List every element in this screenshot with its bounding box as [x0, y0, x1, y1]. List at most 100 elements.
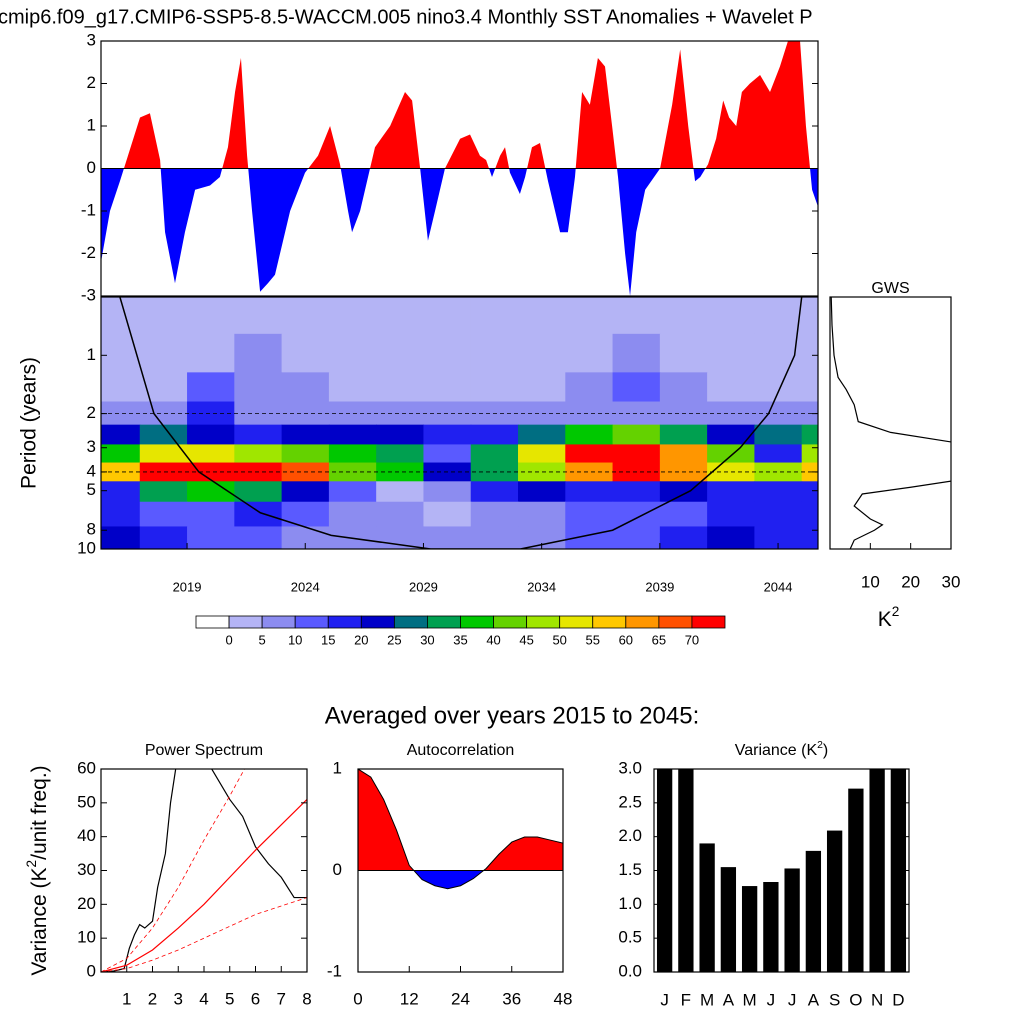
spectrum-line: [103, 769, 307, 972]
x-tick-label: 24: [451, 989, 470, 1008]
panel-title-part: ): [823, 742, 828, 759]
y-tick-label: 0: [87, 961, 96, 980]
power-cell: [518, 401, 566, 426]
x-tick-label: 2019: [173, 579, 202, 594]
power-cell: [707, 526, 756, 549]
x-tick-label: 2044: [764, 579, 793, 594]
x-tick-label: N: [871, 990, 883, 1009]
power-cell: [281, 424, 330, 446]
colorbar-label: 45: [519, 632, 533, 647]
y-tick-label: 10: [77, 928, 96, 947]
colorbar-swatch: [261, 615, 296, 629]
y-axis-label-part: /unit freq.): [28, 765, 51, 860]
power-cell: [328, 333, 377, 373]
power-cell: [659, 333, 708, 373]
power-cell: [101, 481, 141, 503]
area-fill: [358, 769, 563, 889]
power-cell: [423, 372, 472, 403]
cone-of-influence: [119, 297, 803, 549]
power-cell: [281, 481, 330, 503]
power-cell: [376, 401, 425, 426]
colorbar-swatch: [427, 615, 461, 629]
power-cell: [101, 297, 141, 335]
x-tick-label: M: [700, 990, 714, 1009]
y-tick-label: 2: [87, 403, 96, 422]
x-tick-label: O: [849, 990, 862, 1009]
power-cell: [801, 333, 818, 373]
power-cell: [281, 372, 330, 403]
power-cell: [565, 424, 614, 446]
y-tick-label: -1: [327, 961, 342, 980]
power-cell: [754, 372, 803, 403]
y-tick-label: -2: [81, 243, 96, 262]
power-cell: [101, 444, 141, 464]
y-tick-label: 0.5: [618, 928, 642, 947]
colorbar-label: 60: [619, 632, 633, 647]
power-cell: [470, 526, 519, 549]
power-cell: [328, 462, 377, 482]
power-cell: [423, 424, 472, 446]
power-cell: [707, 297, 756, 335]
power-cell: [659, 526, 708, 549]
y-tick-label: 5: [87, 480, 96, 499]
y-tick-label: 8: [87, 520, 96, 539]
colorbar-swatch: [228, 615, 263, 629]
section-title: Averaged over years 2015 to 2045:: [325, 702, 699, 729]
colorbar-swatch: [625, 615, 660, 629]
power-cell: [470, 424, 519, 446]
power-cell: [101, 501, 141, 528]
plot-frame: [829, 296, 952, 550]
spectrum-line: [101, 799, 307, 972]
power-cell: [707, 333, 756, 373]
power-cell: [801, 526, 818, 549]
colorbar-label: 35: [453, 632, 467, 647]
panel-title-part: Variance (K: [735, 742, 818, 759]
power-cell: [659, 424, 708, 446]
x-tick-label: 4: [199, 989, 208, 1008]
power-cell: [376, 444, 425, 464]
y-tick-label: 30: [77, 860, 96, 879]
y-tick-label: 0: [333, 860, 342, 879]
bar: [699, 843, 715, 972]
x-tick-label: 2: [148, 989, 157, 1008]
plot-area: [656, 769, 907, 972]
power-cell: [707, 501, 756, 528]
power-cell: [470, 333, 519, 373]
bar: [720, 867, 737, 972]
x-tick-label: 36: [502, 989, 521, 1008]
power-cell: [328, 372, 377, 403]
x-axis-label: K2: [878, 604, 900, 630]
plot-frame: [100, 40, 819, 297]
power-cell: [139, 526, 188, 549]
power-cell: [754, 481, 803, 503]
panel-title: Autocorrelation: [407, 742, 515, 759]
power-cell: [139, 424, 188, 446]
power-cell: [801, 501, 818, 528]
bar: [890, 769, 907, 972]
x-tick-label: 30: [942, 572, 961, 591]
power-cell: [101, 424, 141, 446]
power-cell: [565, 401, 614, 426]
power-cell: [612, 526, 661, 549]
panel-title: GWS: [871, 280, 909, 297]
power-cell: [707, 372, 756, 403]
power-cell: [518, 481, 566, 503]
bar: [826, 830, 843, 972]
power-cell: [754, 462, 803, 482]
power-cell: [328, 424, 377, 446]
power-cell: [234, 424, 283, 446]
bar: [805, 850, 822, 972]
power-cell: [518, 501, 566, 528]
y-tick-label: 20: [77, 894, 96, 913]
power-cell: [612, 297, 661, 335]
power-cell: [707, 424, 756, 446]
x-tick-label: 8: [302, 989, 311, 1008]
x-tick-label: A: [808, 990, 820, 1009]
colorbar-swatch: [493, 615, 528, 629]
x-tick-label: 2034: [527, 579, 556, 594]
power-cell: [234, 444, 283, 464]
x-tick-label: 1: [122, 989, 131, 1008]
y-tick-label: 50: [77, 792, 96, 811]
power-cell: [139, 297, 188, 335]
